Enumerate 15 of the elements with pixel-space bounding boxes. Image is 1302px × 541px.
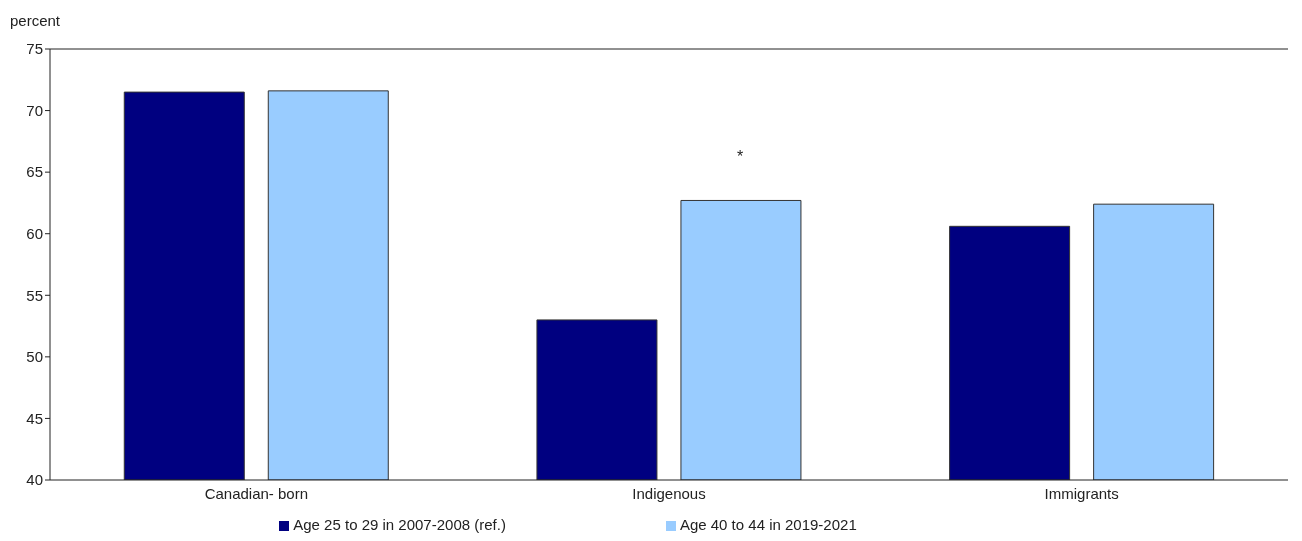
annotation: * [735, 148, 745, 166]
x-tick-label: Immigrants [1044, 484, 1119, 502]
y-tick-label: 45 [26, 409, 43, 427]
y-tick-label: 65 [26, 163, 43, 181]
y-tick-label: 75 [26, 40, 43, 58]
legend-label: Age 25 to 29 in 2007-2008 (ref.) [293, 516, 506, 533]
y-tick-label: 40 [26, 471, 43, 489]
x-tick-label: Canadian- born [204, 484, 309, 502]
y-axis-title: percent [10, 12, 61, 29]
y-tick-label: 70 [26, 101, 43, 119]
legend-label: Age 40 to 44 in 2019-2021 [679, 516, 857, 533]
y-tick-label: 50 [26, 348, 43, 366]
y-tick-label: 60 [26, 225, 43, 243]
x-tick-label: Indigenous [632, 484, 706, 502]
y-tick-label: 55 [26, 286, 43, 304]
